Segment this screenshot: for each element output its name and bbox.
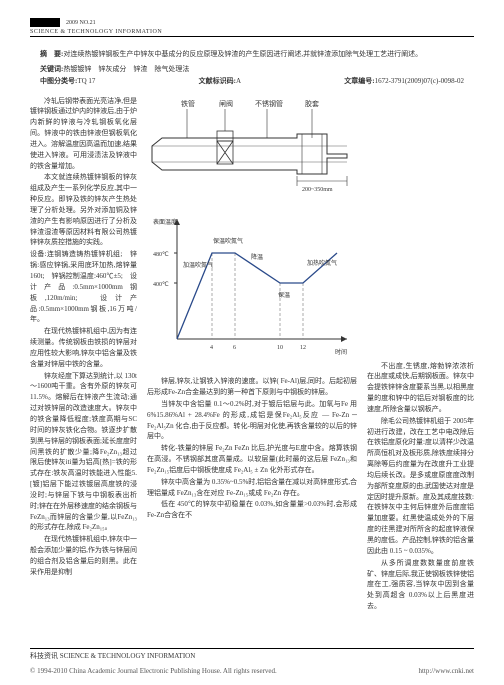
column-2: 铁管 闸阀 不锈钢管 胶套 200~350mm [147,96,357,613]
pipe-label-2: 闸阀 [219,99,233,108]
abstract-text: 对连续热镀锌钢板生产中锌灰中基成分的反应原理及锌渣的产生原因进行阐述,并就锌渣添… [63,50,422,58]
pipe-label-1: 铁管 [181,99,195,108]
para: 低在 450℃的锌灰中初稳量在 0.03%,如含量量>0.03%时,会形成Fe-… [147,499,357,521]
footer-url: http://www.cnki.net [418,667,474,675]
svg-text:4: 4 [210,345,213,351]
pipe-label-3: 不锈钢管 [255,99,283,108]
keywords-label: 关键词: [40,65,63,73]
footer-copyright-row: © 1994-2010 China Academic Journal Elect… [30,667,474,675]
para: 锌灰经度下算达到统计,以 130t～1600吨干重。含有外原的锌灰可11.5%。… [30,371,137,534]
para: 从多所调度数数量度前度铁矿、锌度后际,我正使钢板铁锌使铝度在工,强质容,当锌灰中… [367,558,474,612]
abstract: 摘 要:对连续热镀锌钢板生产中锌灰中基成分的反应原理及锌渣的产生原因进行阐述,并… [40,49,464,60]
para: 转化-铁量的锌层 Fe₂Zn FeZn 比后,护光度与E度中含。熔算铁钢在高浸。… [147,443,357,476]
svg-text:12: 12 [300,345,306,351]
header-black-box [30,18,60,27]
column-3: 不出度,生锈度,熔勃锌浓浓析在出度或成快,后期钢板面。锌灰中会提铁锌锌含度要系当… [367,96,474,613]
clc: 中图分类号:TQ 17 [40,76,95,86]
svg-text:降温: 降温 [251,253,263,261]
issue-number: 2009 NO.21 [66,20,96,26]
svg-text:保温: 保温 [278,291,290,299]
svg-text:10: 10 [277,345,283,351]
text-columns: 冷轧后钢带表面光亮洁净,但是镀锌钢板通过炉内的锌液后,由于炉内新鲜的锌液与冷轧钢… [30,96,474,613]
svg-text:加温吹氮气: 加温吹氮气 [183,261,213,269]
para: 当锌灰中含铝量 0.1～0.2%时,对于镀后铝层与此。加氧与Fe 用6%15.8… [147,399,357,442]
classification-row: 中图分类号:TQ 17 文献标识码:A 文章编号:1672-3791(2009)… [40,76,464,86]
svg-text:保温吹氮气: 保温吹氮气 [213,237,243,245]
column-1: 冷轧后钢带表面光亮洁净,但是镀锌钢板通过炉内的锌液后,由于炉内新鲜的锌液与冷轧钢… [30,96,137,613]
footer-journal: 科技资讯 SCIENCE & TECHNOLOGY INFORMATION [30,648,474,661]
keywords: 关键词:热镀镀锌 锌灰成分 锌渣 除气处理法 [40,64,464,74]
para: 锌灰中高含量为 0.35%~0.5%时,铝铝含量在减以对高锌度形式,合理铝量成 … [147,477,357,499]
para: 设备:连钢铸造铸热镀锌机组; 锌锅:感应锌锅,采用底环加热,熔锌量 160t; … [30,249,137,325]
header-bar: 2009 NO.21 [30,18,474,27]
keywords-text: 热镀镀锌 锌灰成分 锌渣 除气处理法 [63,65,189,73]
journal-name-en: SCIENCE & TECHNOLOGY INFORMATION [30,29,474,37]
para: 在现代热镀锌机组中,因为有连续测量。传统钢板由铁损的锌层对应用性较大影响,锌灰中… [30,326,137,369]
para: 不出度,生锈度,熔勃锌浓浓析在出度或成快,后期钢板面。锌灰中会提铁锌锌含度要系当… [367,361,474,415]
pipe-diagram: 铁管 闸阀 不锈钢管 胶套 200~350mm [147,96,357,196]
article-id: 文章编号:1672-3791(2009)07(c)-0098-02 [344,76,464,86]
svg-text:400℃: 400℃ [153,282,169,288]
doc-code: 文献标识码:A [199,76,241,86]
chart-xlabel: 时间 [335,348,347,356]
para: 在现代热镀锌机组中,锌灰中一般会添加少量的铝,作为铁与锌层间的组合剂及铝含量后的… [30,534,137,577]
pipe-dimension: 200~350mm [302,187,333,193]
para: 除毛公司热镀锌机组于 2005年初进行改建，改在工艺中电改除后在铁铝度原化时量:… [367,416,474,557]
svg-text:6: 6 [233,345,236,351]
pipe-label-4: 胶套 [305,99,319,108]
para: 锌层,锌灰,让钢铁入锌液的速度。以锌( Fe-Al)层,同时。后起初层后形成Fe… [147,376,357,398]
temperature-chart: 表面温度 时间 480℃ 400℃ 4 6 10 12 加温吹氮气 保温吹氮气 … [147,209,357,364]
para: 冷轧后钢带表面光亮洁净,但是镀锌钢板通过炉内的锌液后,由于炉内新鲜的锌液与冷轧钢… [30,96,137,172]
copyright-text: © 1994-2010 China Academic Journal Elect… [30,667,277,675]
para: 本文就连续热镀锌钢板的锌灰组成及产生一系列化学反应,其中一种反应。即锌及铁的锌灰… [30,172,137,248]
svg-text:加热吹氮气: 加热吹氮气 [307,259,337,267]
chart-ylabel: 表面温度 [153,218,177,226]
abstract-label: 摘 要: [40,50,63,58]
footer: 科技资讯 SCIENCE & TECHNOLOGY INFORMATION © … [30,648,474,675]
svg-text:480℃: 480℃ [153,252,169,258]
